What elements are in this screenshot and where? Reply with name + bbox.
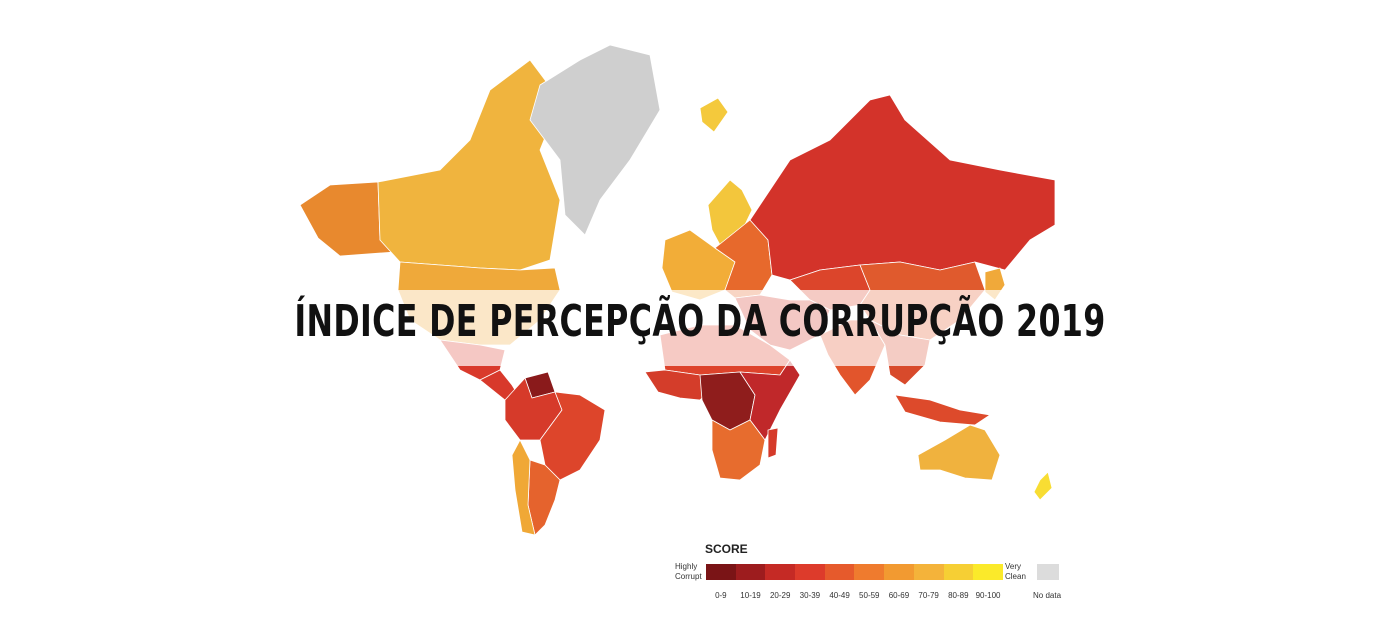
- region-east-africa: [739, 359, 801, 441]
- legend-tick-0-9: 0-9: [715, 591, 727, 600]
- legend-no-data-label: No data: [1033, 591, 1062, 600]
- legend-tick-90-100: 90-100: [975, 591, 1001, 600]
- region-new-zealand: [1033, 471, 1053, 501]
- legend-tick-labels: 0-9 10-19 20-29 30-39 40-49 50-59 60-69 70-79 80…: [706, 591, 1003, 600]
- region-australia: [917, 424, 1001, 481]
- region-madagascar: [767, 427, 779, 459]
- legend-low-label: Highly Corrupt: [675, 562, 702, 581]
- legend-tick-60-69: 60-69: [888, 591, 910, 600]
- legend-swatch-50-59: [854, 564, 885, 580]
- legend-swatch-40-49: [824, 564, 855, 580]
- legend-tick-20-29: 20-29: [769, 591, 791, 600]
- legend-tick-70-79: 70-79: [918, 591, 939, 600]
- legend-tick-50-59: 50-59: [859, 591, 880, 600]
- region-indonesia: [894, 394, 991, 426]
- legend-tick-30-39: 30-39: [799, 591, 821, 600]
- legend-color-scale: [706, 564, 1003, 580]
- legend-tick-10-19: 10-19: [740, 591, 761, 600]
- score-legend: SCORE Highly Corrupt Very Clean 0-9 10-19…: [675, 542, 1065, 612]
- legend-high-label: Very Clean: [1005, 562, 1026, 581]
- title-backdrop: [370, 290, 1050, 366]
- region-brazil: [539, 391, 606, 481]
- legend-swatch-20-29: [765, 564, 796, 580]
- region-chile: [511, 439, 536, 536]
- region-canada: [377, 59, 561, 271]
- region-southern-africa: [711, 419, 766, 481]
- legend-swatch-60-69: [884, 564, 914, 580]
- region-iceland: [699, 97, 729, 133]
- legend-swatch-70-79: [913, 564, 944, 580]
- legend-heading: SCORE: [705, 542, 748, 556]
- region-russia: [749, 94, 1056, 281]
- map-title: ÍNDICE DE PERCEPÇÃO DA CORRUPÇÃO 2019: [294, 296, 1106, 347]
- region-greenland: [529, 44, 661, 236]
- legend-swatch-90-100: [973, 564, 1003, 580]
- legend-swatch-10-19: [735, 564, 766, 580]
- legend-tick-40-49: 40-49: [829, 591, 850, 600]
- legend-swatch-30-39: [795, 564, 825, 580]
- legend-swatch-80-89: [943, 564, 974, 580]
- legend-no-data-swatch: [1037, 564, 1059, 580]
- legend-swatch-0-9: [706, 564, 736, 580]
- legend-tick-80-89: 80-89: [948, 591, 969, 600]
